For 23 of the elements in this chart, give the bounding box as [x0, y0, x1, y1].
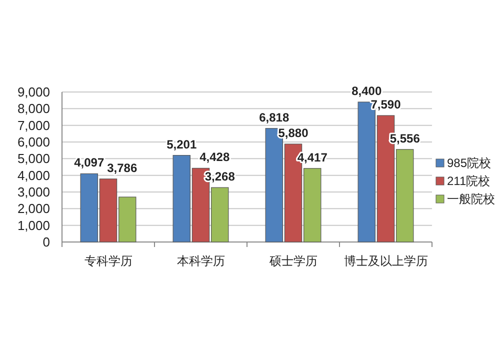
y-tick-label: 3,000: [17, 184, 50, 200]
x-tick-label: 博士及以上学历: [344, 254, 428, 268]
data-label: 4,097: [74, 156, 104, 170]
data-label: 5,201: [166, 137, 197, 152]
y-tick-label: 8,000: [17, 101, 50, 116]
y-tick-label: 4,000: [17, 168, 50, 183]
legend-label: 一般院校: [447, 192, 495, 206]
legend-label: 985院校: [447, 156, 492, 170]
data-label: 3,786: [107, 160, 138, 175]
y-tick-label: 5,000: [17, 151, 50, 166]
y-tick-label: 1,000: [17, 218, 50, 233]
legend-label: 211院校: [447, 174, 490, 188]
x-tick-label: 硕士学历: [268, 254, 318, 268]
y-tick-label: 9,000: [17, 84, 50, 100]
data-label: 8,400: [352, 84, 382, 98]
y-tick-label: 2,000: [17, 201, 50, 216]
y-tick-label: 7,000: [17, 118, 50, 133]
x-tick-label: 本科学历: [176, 254, 225, 268]
y-tick-label: 6,000: [17, 134, 50, 150]
x-tick-label: 专科学历: [84, 254, 132, 268]
y-tick-label: 0: [42, 234, 50, 250]
data-label: 4,428: [200, 150, 230, 164]
data-label: 6,818: [259, 110, 290, 124]
